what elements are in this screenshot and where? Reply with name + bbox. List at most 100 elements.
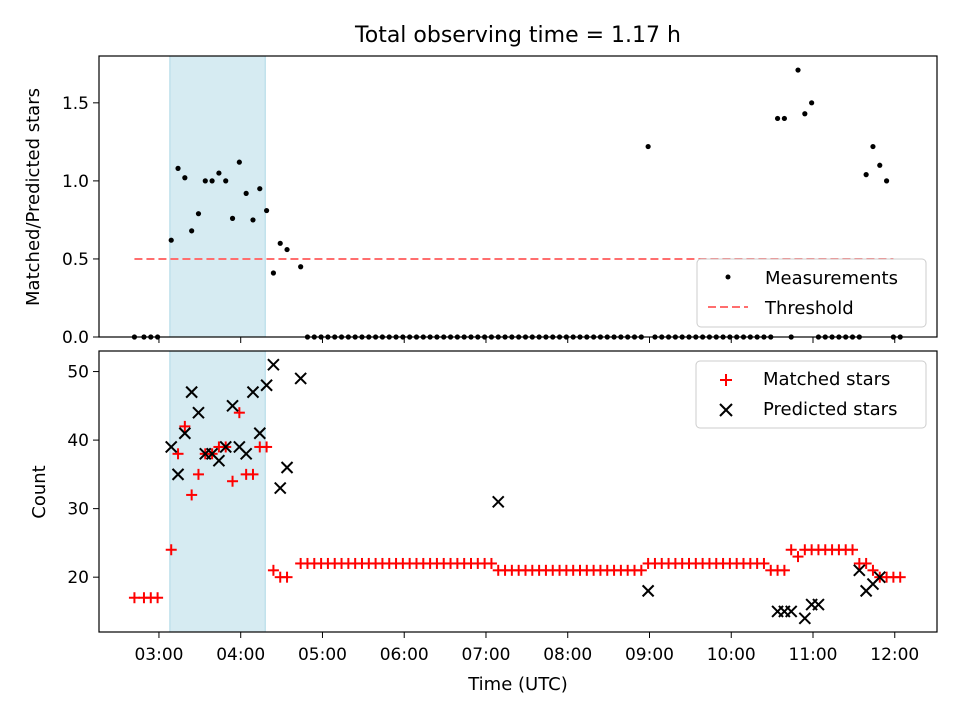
measurement-point bbox=[774, 115, 781, 122]
measurement-point bbox=[277, 240, 283, 246]
top-legend-box bbox=[696, 258, 927, 328]
matched-star-point bbox=[778, 564, 790, 576]
predicted-star-point bbox=[294, 372, 307, 385]
matched-star-markers bbox=[128, 407, 906, 604]
y-tick-label: 50 bbox=[67, 363, 89, 383]
y-tick-label: 0.5 bbox=[62, 250, 89, 270]
measurement-point bbox=[189, 228, 195, 234]
measurement-point bbox=[795, 67, 801, 73]
matched-star-point bbox=[635, 564, 647, 576]
matched-star-point bbox=[192, 468, 204, 480]
matched-star-point bbox=[758, 557, 770, 569]
matched-star-point bbox=[172, 448, 184, 460]
predicted-star-markers bbox=[165, 358, 886, 625]
measurement-point bbox=[229, 215, 236, 221]
y-tick-label: 20 bbox=[67, 568, 89, 588]
measurement-point bbox=[870, 143, 876, 150]
x-tick-label: 07:00 bbox=[461, 645, 510, 665]
bottom-x-axis: 03:00 04:00 05:00 06:00 07:00 08:00 09:00 10:00… bbox=[134, 632, 919, 665]
top-legend: Measurements Threshold bbox=[696, 258, 927, 328]
top-y-axis-label: Matched/Predicted stars bbox=[23, 88, 44, 306]
y-tick-label: 40 bbox=[67, 431, 89, 451]
predicted-star-point bbox=[812, 598, 825, 611]
matched-star-point bbox=[165, 544, 177, 556]
predicted-star-point bbox=[192, 406, 205, 419]
predicted-star-point bbox=[280, 461, 294, 474]
measurement-point bbox=[223, 178, 229, 184]
matched-star-point bbox=[179, 420, 191, 432]
predicted-star-point bbox=[492, 495, 505, 508]
measurement-point bbox=[195, 211, 202, 217]
predicted-star-point bbox=[253, 427, 266, 440]
y-tick-label: 1.5 bbox=[62, 94, 89, 114]
matched-star-point bbox=[792, 551, 804, 563]
predicted-star-point bbox=[260, 379, 273, 392]
predicted-star-point bbox=[274, 481, 287, 495]
measurement-point bbox=[270, 270, 277, 276]
measurement-point bbox=[257, 186, 263, 192]
legend-measurements-label: Measurements bbox=[765, 268, 898, 289]
matched-star-point bbox=[152, 592, 164, 604]
top-panel: Total observing time = 1.17 h 0.0 0.5 1.0 1… bbox=[23, 23, 938, 348]
predicted-star-point bbox=[873, 570, 886, 584]
measurement-point bbox=[243, 190, 249, 196]
measurement-point bbox=[182, 175, 188, 181]
top-y-axis: 0.0 0.5 1.0 1.5 bbox=[62, 94, 99, 348]
legend-measurements-marker bbox=[725, 274, 731, 280]
legend-predicted-marker bbox=[719, 403, 733, 417]
x-tick-label: 06:00 bbox=[380, 645, 429, 665]
predicted-star-point bbox=[641, 584, 655, 598]
matched-star-point bbox=[281, 571, 293, 583]
matched-star-point bbox=[261, 441, 273, 453]
matched-star-point bbox=[847, 544, 859, 556]
measurement-point bbox=[877, 162, 883, 168]
matched-star-point bbox=[485, 557, 497, 569]
x-tick-label: 09:00 bbox=[625, 645, 674, 665]
predicted-star-point bbox=[219, 440, 232, 454]
y-tick-label: 0.0 bbox=[62, 328, 89, 348]
top-x-ticks bbox=[158, 337, 896, 343]
measurement-point bbox=[202, 178, 208, 184]
top-plot-frame bbox=[98, 55, 938, 338]
top-highlight-span bbox=[169, 55, 266, 338]
measurement-point bbox=[883, 178, 890, 184]
x-tick-label: 05:00 bbox=[298, 645, 347, 665]
predicted-star-point bbox=[165, 440, 178, 454]
measurement-point bbox=[250, 217, 256, 223]
matched-star-point bbox=[128, 592, 140, 604]
measurement-point bbox=[284, 246, 290, 253]
matched-star-point bbox=[785, 544, 797, 556]
matched-star-point bbox=[233, 407, 245, 419]
measurement-point bbox=[809, 100, 815, 106]
predicted-star-point bbox=[185, 385, 198, 399]
predicted-star-point bbox=[178, 427, 192, 440]
measurement-point bbox=[236, 159, 242, 165]
x-tick-label: 08:00 bbox=[543, 645, 592, 665]
predicted-star-point bbox=[239, 447, 253, 461]
x-tick-label: 10:00 bbox=[707, 645, 756, 665]
predicted-star-point bbox=[212, 454, 226, 467]
measurement-point bbox=[209, 178, 215, 184]
predicted-star-point bbox=[784, 605, 798, 618]
legend-threshold-label: Threshold bbox=[764, 298, 854, 319]
x-tick-label: 03:00 bbox=[134, 645, 183, 665]
measurement-point bbox=[781, 115, 787, 122]
measurement-point bbox=[216, 170, 222, 176]
matched-star-point bbox=[867, 564, 879, 576]
measurement-point bbox=[175, 165, 181, 171]
bottom-legend: Matched stars Predicted stars bbox=[695, 360, 927, 429]
matched-star-point bbox=[267, 564, 279, 576]
measurement-point bbox=[802, 111, 808, 117]
legend-matched-label: Matched stars bbox=[763, 369, 890, 390]
matched-star-point bbox=[247, 468, 259, 480]
predicted-star-point bbox=[798, 612, 812, 625]
matched-star-point bbox=[894, 571, 906, 583]
measurement-point bbox=[168, 237, 174, 243]
matched-star-point bbox=[186, 489, 198, 501]
y-tick-label: 30 bbox=[67, 500, 89, 520]
predicted-star-point bbox=[267, 358, 280, 371]
bottom-plot-frame bbox=[98, 350, 938, 633]
x-tick-label: 11:00 bbox=[789, 645, 838, 665]
predicted-star-point bbox=[171, 468, 185, 481]
bottom-x-axis-label: Time (UTC) bbox=[467, 674, 568, 695]
